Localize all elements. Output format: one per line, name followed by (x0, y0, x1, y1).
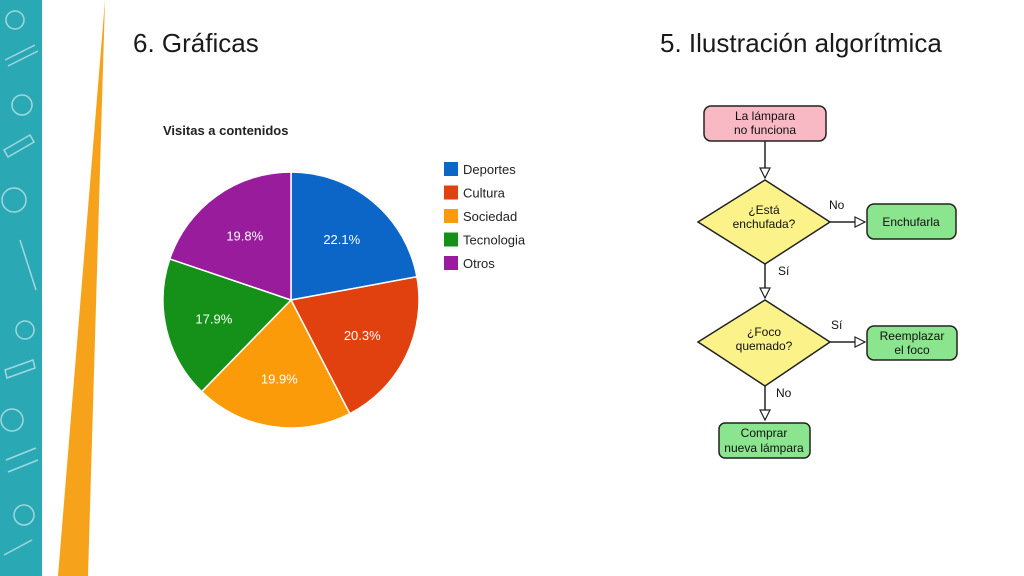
decision1-yes-label: Sí (778, 264, 790, 278)
action2-line1: Reemplazar (880, 329, 945, 343)
pie-value-label: 17.9% (195, 312, 232, 327)
pie-slice-sociedad (200, 298, 351, 429)
decorative-side-band (0, 0, 105, 576)
action2-line2: el foco (894, 343, 930, 357)
chart-legend: Deportes Cultura Sociedad Tecnologia Otros (444, 162, 526, 271)
decision1-line1: ¿Está (748, 203, 780, 217)
decision2-line2: quemado? (736, 339, 793, 353)
orange-accent-stripe (58, 0, 105, 576)
end-node-line2: nueva lámpara (724, 441, 804, 455)
legend-label: Deportes (463, 162, 516, 177)
legend-swatch (444, 256, 458, 270)
decision2-yes-label: Sí (831, 318, 843, 332)
end-node-buy-lamp (718, 422, 811, 459)
algorithm-section-title: 5. Ilustración algorítmica (660, 28, 942, 58)
graphs-section-title: 6. Gráficas (133, 28, 259, 58)
legend-label: Tecnologia (463, 233, 526, 248)
decision1-line2: enchufada? (733, 217, 796, 231)
pie-chart: Visitas a contenidos 22.1% 20.3% 19.9% 17.9… (162, 123, 526, 429)
pie-value-label: 19.9% (261, 371, 298, 386)
start-node-line1: La lámpara (735, 109, 795, 123)
legend-swatch (444, 162, 458, 176)
legend-swatch (444, 209, 458, 223)
action-replace-bulb (866, 325, 958, 361)
pie-slice-otros (168, 171, 292, 302)
pie-slice-tecnologia (162, 257, 293, 393)
pie-slices: 22.1% 20.3% 19.9% 17.9% 19.8% (162, 171, 420, 429)
pie-value-label: 19.8% (226, 229, 263, 244)
legend-swatch (444, 232, 458, 247)
start-node-line2: no funciona (734, 123, 796, 137)
school-doodles (0, 10, 39, 556)
action-plug-in (866, 203, 957, 240)
white-gap (42, 0, 58, 576)
pie-value-label: 22.1% (323, 232, 360, 247)
legend-label: Cultura (463, 186, 506, 201)
decision2-no-label: No (776, 386, 792, 400)
pie-value-label: 20.3% (344, 328, 381, 343)
end-node-line1: Comprar (741, 426, 788, 440)
legend-label: Otros (463, 256, 495, 271)
legend-label: Sociedad (463, 209, 517, 224)
pie-slice-cultura (289, 275, 420, 415)
decision2-line1: ¿Foco (747, 325, 781, 339)
legend-swatch (444, 185, 458, 200)
pie-slice-deportes (290, 171, 418, 301)
chart-title: Visitas a contenidos (163, 123, 288, 138)
action1-label: Enchufarla (882, 215, 940, 229)
flowchart: La lámpara no funciona ¿Está enchufada? … (696, 105, 958, 459)
decision1-no-label: No (829, 198, 845, 212)
